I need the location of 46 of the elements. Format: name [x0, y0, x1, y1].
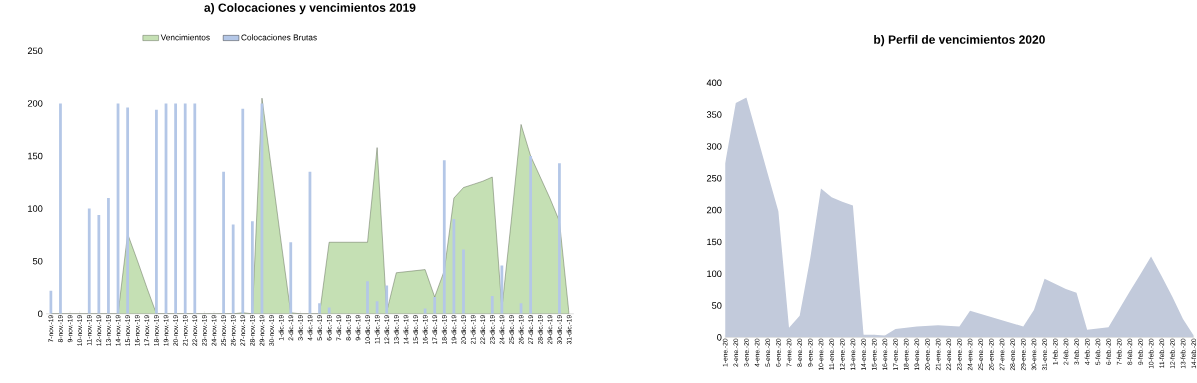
legend-label: Vencimientos	[160, 34, 210, 41]
bar	[462, 249, 465, 314]
bar	[87, 208, 91, 314]
bar	[318, 303, 321, 314]
bar	[327, 307, 331, 314]
y-tick-label: 200	[27, 100, 43, 107]
bar	[193, 103, 197, 314]
legend-label: Colocaciones Brutas	[241, 34, 317, 41]
bar	[222, 171, 225, 314]
bar	[433, 296, 437, 314]
bar	[375, 301, 379, 314]
y-tick-label: 200	[706, 206, 722, 214]
bar	[289, 242, 293, 314]
bar	[59, 103, 62, 314]
y-tick-label: 250	[27, 47, 43, 54]
bar	[500, 265, 504, 314]
y-tick-label: 0	[38, 310, 43, 317]
y-tick-label: 150	[28, 152, 43, 160]
bar	[366, 281, 369, 314]
bar	[183, 103, 187, 314]
bar	[174, 103, 177, 314]
bar	[231, 224, 235, 314]
y-tick-label: 100	[28, 205, 43, 212]
y-tick-label: 50	[32, 257, 43, 265]
bar	[490, 295, 494, 314]
y-tick-label: 150	[707, 238, 722, 246]
chart-title: a) Colocaciones y vencimientos 2019	[204, 2, 416, 15]
y-tick-label: 350	[706, 111, 722, 118]
y-tick-label: 100	[707, 270, 722, 277]
y-tick-label: 0	[717, 334, 722, 341]
bar	[452, 219, 456, 314]
bar	[107, 197, 110, 314]
bar	[126, 107, 130, 314]
bar	[529, 155, 533, 314]
bar	[558, 163, 561, 314]
y-tick-label: 50	[711, 302, 722, 309]
y-tick-label: 250	[706, 174, 722, 182]
chart-title: b) Perfil de vencimientos 2020	[874, 34, 1045, 47]
bar	[97, 214, 101, 314]
bar	[442, 160, 446, 314]
bar	[241, 108, 245, 314]
y-tick-label: 300	[706, 143, 722, 150]
bar	[385, 285, 389, 314]
bar	[250, 221, 254, 314]
bar	[155, 109, 158, 314]
y-tick-label: 400	[706, 79, 722, 86]
